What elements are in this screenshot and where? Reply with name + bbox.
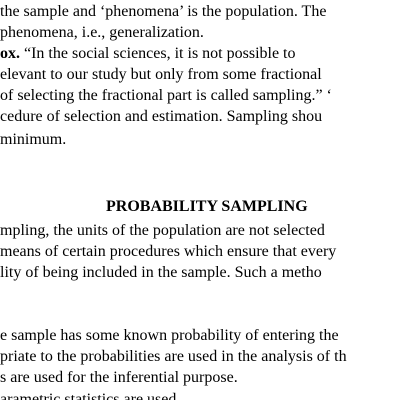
probability-line-2: means of certain procedures which ensure… [0,243,337,260]
quote-line-1: ox. “In the social sciences, it is not p… [0,45,296,63]
probability-line-1: mpling, the units of the population are … [0,222,325,239]
quote-line-2: elevant to our study but only from some … [0,66,322,83]
bottom-line-2: priate to the probabilities are used in … [0,348,347,365]
intro-line-2: phenomena, i.e., generalization. [0,24,204,41]
bottom-line-1: e sample has some known probability of e… [0,327,339,344]
intro-line-1: the sample and ‘phenomena’ is the popula… [0,3,327,20]
bottom-line-3: s are used for the inferential purpose. [0,369,238,386]
quote-line-5: minimum. [0,131,67,148]
quote-line-3: of selecting the fractional part is call… [0,87,332,104]
quote-line-4: cedure of selection and estimation. Samp… [0,108,323,125]
quote-lead: ox. [0,45,20,62]
section-heading: PROBABILITY SAMPLING [106,198,308,215]
probability-line-3: lity of being included in the sample. Su… [0,264,322,281]
bottom-line-4: arametric statistics are used [0,391,177,400]
quote-text: “In the social sciences, it is not possi… [24,45,296,62]
